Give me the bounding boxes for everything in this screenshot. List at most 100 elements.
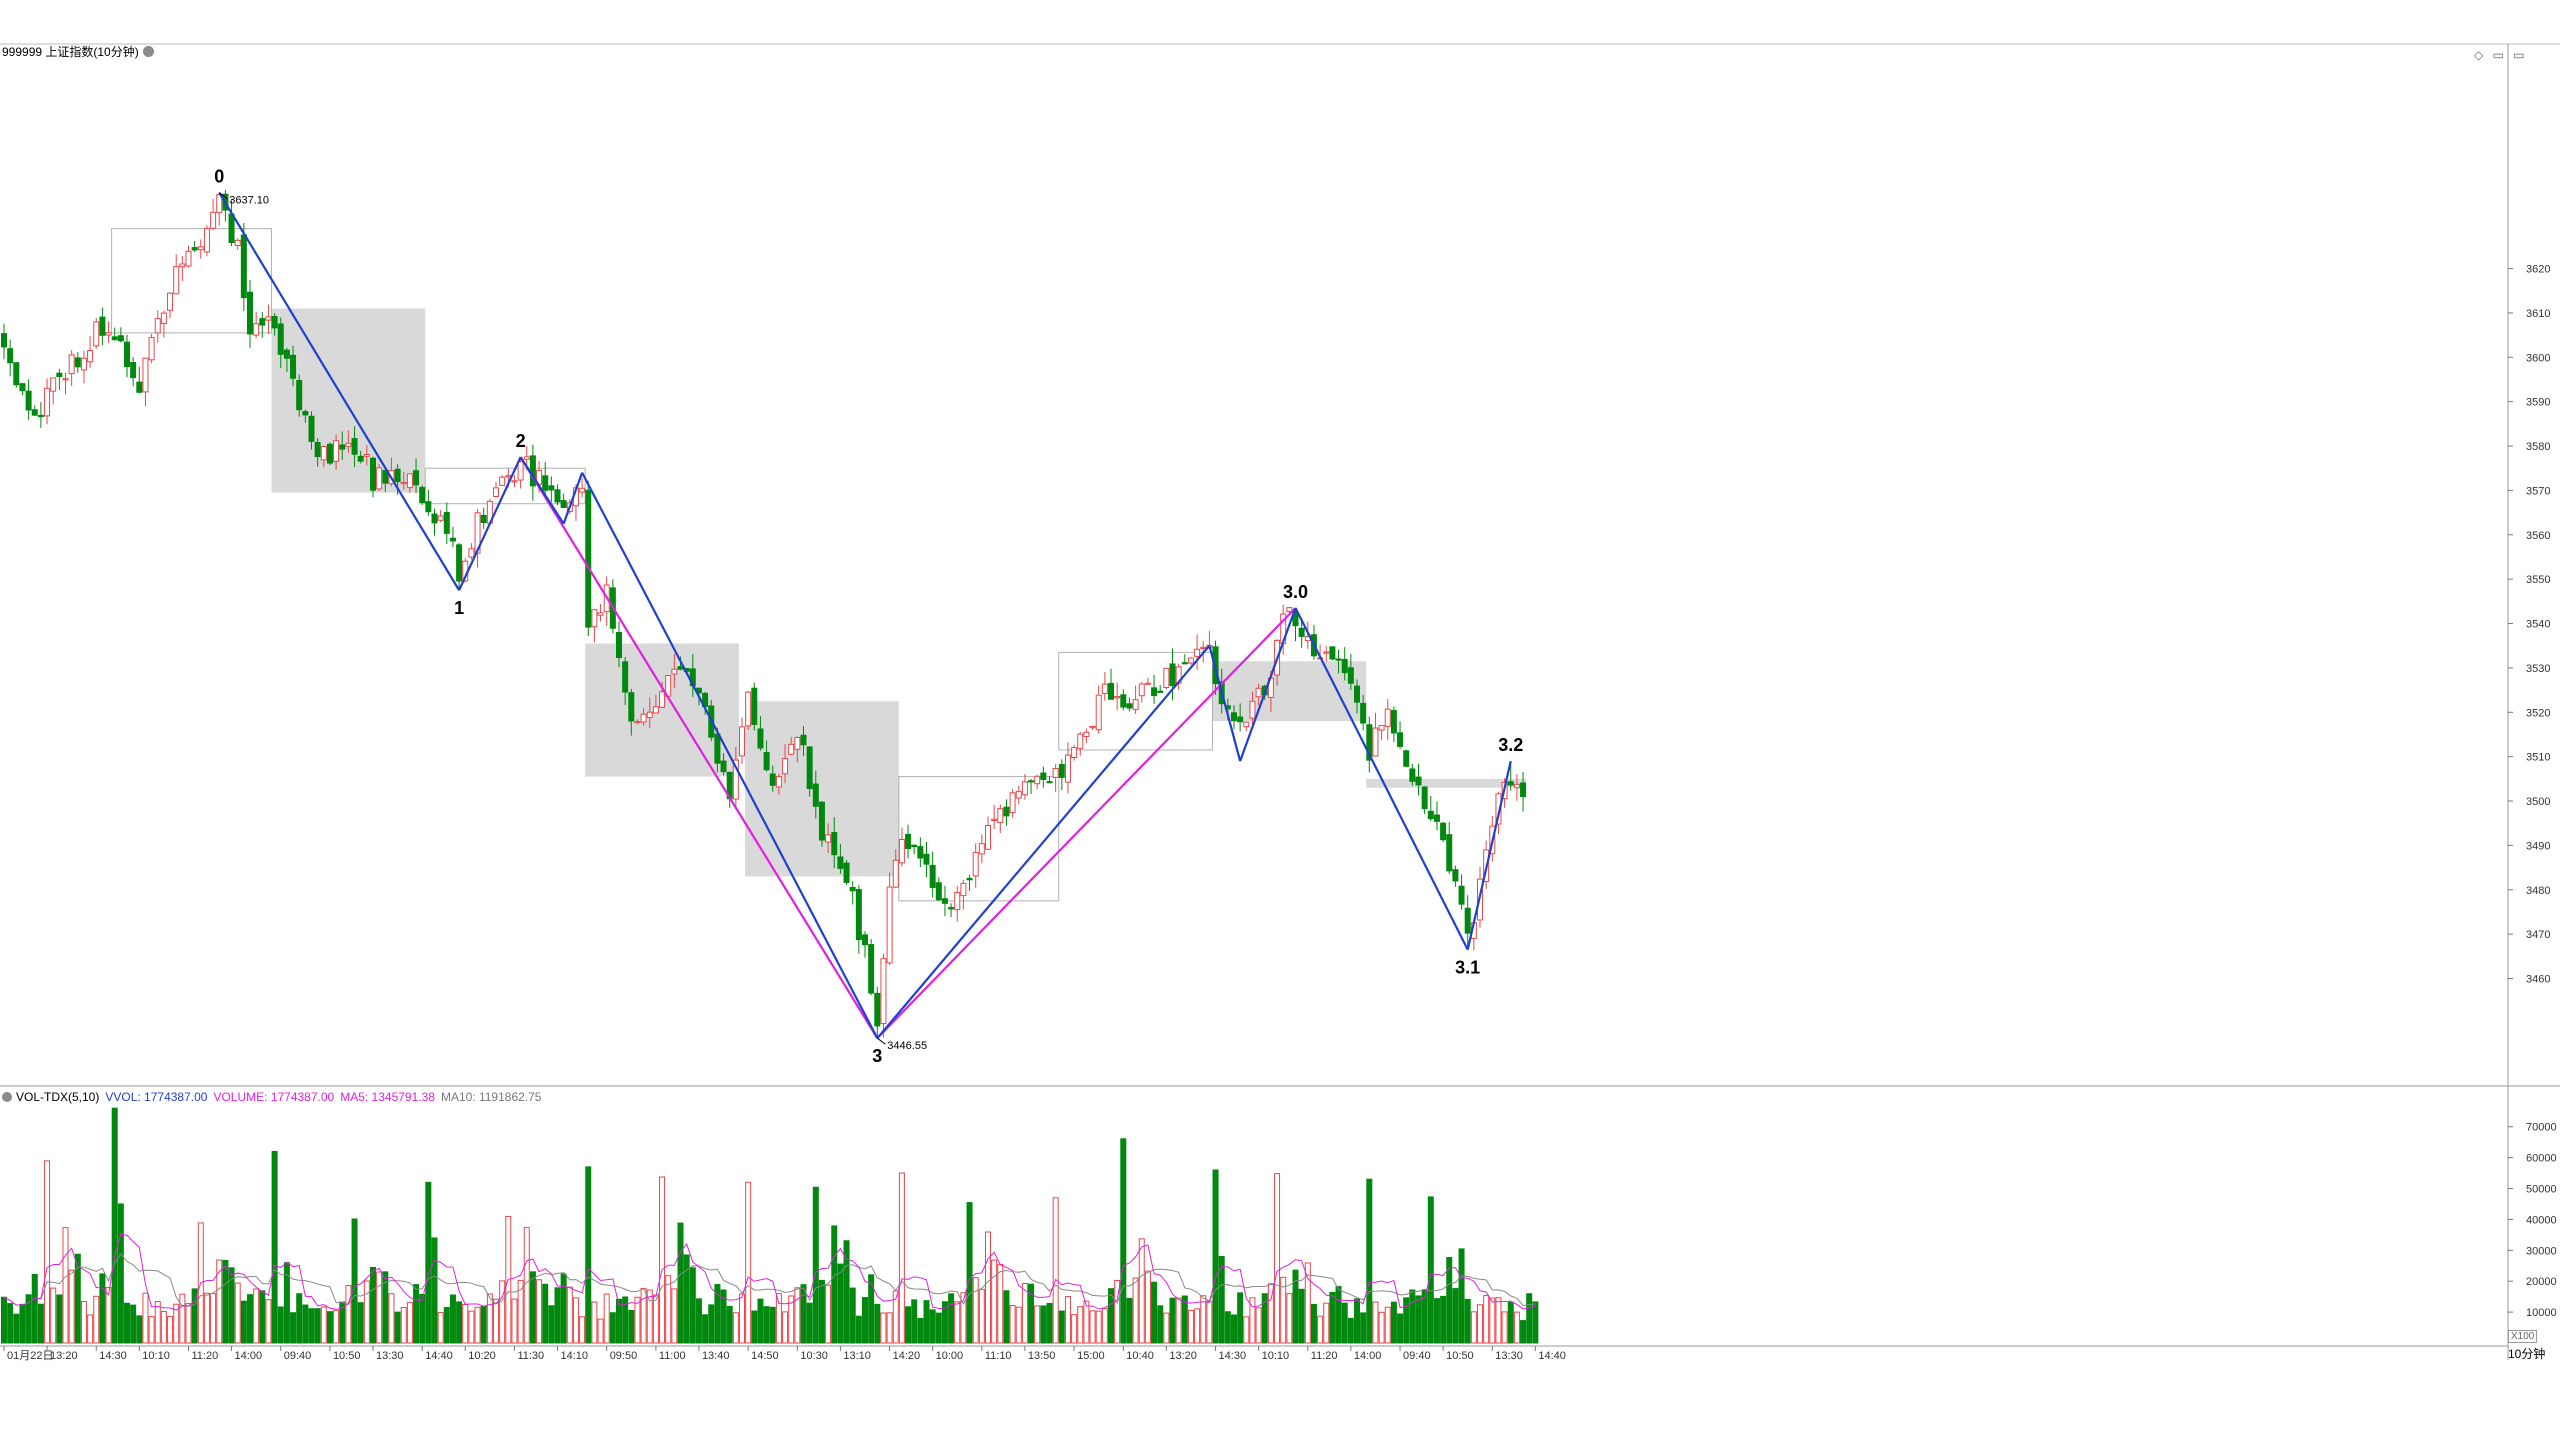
volume-tick-label: 10000	[2526, 1307, 2557, 1319]
volume-bar	[751, 1310, 758, 1344]
volume-bar	[1427, 1196, 1434, 1344]
wave-segment-blue	[876, 645, 1211, 1039]
volume-bar	[646, 1289, 653, 1344]
volume-bar	[413, 1284, 420, 1344]
volume-bar	[898, 1172, 905, 1344]
candle-body	[1200, 646, 1207, 650]
candle-body	[99, 316, 106, 336]
volume-bar	[1120, 1138, 1127, 1344]
volume-bar	[1218, 1255, 1225, 1344]
time-tick-label: 10:50	[333, 1350, 361, 1362]
time-tick-label: 11:00	[659, 1350, 686, 1362]
candle-body	[167, 292, 174, 311]
candle-body	[880, 958, 887, 1025]
volume-bar	[1274, 1173, 1281, 1344]
volume-bar	[800, 1284, 807, 1344]
volume-bar	[1169, 1297, 1176, 1344]
volume-bar	[31, 1273, 38, 1344]
volume-bar	[677, 1222, 684, 1344]
volume-bar	[419, 1293, 426, 1344]
window-controls[interactable]: ◇ ▭ ▭	[2474, 48, 2528, 62]
chart-title: 999999 上证指数(10分钟)	[2, 45, 139, 59]
candle-body	[154, 318, 161, 334]
candle-body	[308, 415, 315, 442]
volume-bar	[1433, 1298, 1440, 1344]
time-tick-label: 09:50	[610, 1350, 638, 1362]
time-tick-label: 14:30	[1219, 1350, 1247, 1362]
candle-body	[948, 906, 955, 910]
candle-body	[548, 485, 555, 491]
volume-bar	[228, 1267, 235, 1344]
wave-label: 0	[214, 167, 224, 187]
candle-body	[560, 500, 567, 508]
timeframe-label[interactable]: 10分钟	[2508, 1347, 2546, 1361]
volume-bar	[1243, 1316, 1250, 1344]
volume-bar	[320, 1306, 327, 1344]
price-tick-label: 3600	[2526, 352, 2550, 364]
candle-body	[419, 487, 426, 504]
volume-bar	[406, 1301, 413, 1344]
candle-body	[1421, 786, 1428, 810]
candle-body	[720, 760, 727, 773]
wave-segment-magenta	[519, 456, 879, 1039]
volume-bar	[456, 1301, 463, 1344]
time-tick-label: 13:20	[1169, 1350, 1197, 1362]
volume-bar	[1101, 1308, 1108, 1344]
volume-bar	[1187, 1309, 1194, 1344]
candle-body	[732, 759, 739, 800]
candle-body	[554, 489, 561, 503]
candle-body	[505, 475, 512, 478]
wave-label: 2	[516, 431, 526, 451]
candle-body	[203, 228, 210, 253]
candle-body	[31, 409, 38, 416]
candle-body	[93, 321, 100, 347]
candle-body	[124, 341, 130, 367]
volume-bar	[997, 1263, 1004, 1344]
candle-body	[62, 378, 69, 381]
candle-body	[413, 470, 420, 486]
candle-body	[542, 475, 549, 491]
volume-bar	[597, 1318, 604, 1344]
time-tick-label: 10:20	[468, 1350, 496, 1362]
volume-bar	[831, 1225, 838, 1344]
candle-body	[19, 383, 26, 392]
time-tick-label: 11:30	[517, 1350, 544, 1362]
volume-bar	[695, 1298, 702, 1344]
volume-bar	[308, 1308, 315, 1344]
volume-settings-icon[interactable]	[2, 1092, 12, 1102]
volume-bar	[130, 1304, 137, 1344]
candle-body	[277, 323, 284, 355]
price-tick-label: 3620	[2526, 264, 2550, 276]
candle-body	[800, 734, 807, 746]
price-tick-label: 3610	[2526, 308, 2550, 320]
candle-body	[1021, 781, 1028, 796]
candle-body	[862, 934, 868, 946]
volume-bar	[554, 1287, 561, 1344]
candle-body	[480, 514, 487, 524]
time-tick-label: 10:10	[142, 1350, 170, 1362]
candle-body	[745, 691, 752, 727]
candle-body	[1089, 725, 1096, 729]
candle-body	[769, 773, 776, 786]
volume-bar	[745, 1181, 752, 1344]
candle-body	[1034, 775, 1041, 785]
time-tick-label: 13:30	[376, 1350, 404, 1362]
candle-body	[1052, 767, 1059, 778]
volume-bar	[314, 1308, 321, 1344]
volume-bar	[1335, 1286, 1342, 1344]
volume-bar	[1477, 1304, 1483, 1344]
candle-body	[234, 239, 241, 247]
volume-bar	[948, 1293, 955, 1344]
volume-bar	[843, 1240, 850, 1344]
volume-bar	[160, 1310, 167, 1344]
time-tick-label: 10:30	[800, 1350, 828, 1362]
candle-body	[1169, 663, 1176, 686]
candle-body	[1181, 662, 1188, 665]
volume-bar	[210, 1293, 217, 1344]
gear-icon[interactable]	[142, 46, 154, 57]
candle-body	[148, 337, 155, 361]
volume-bar	[56, 1294, 63, 1344]
volume-bar	[1040, 1305, 1047, 1344]
